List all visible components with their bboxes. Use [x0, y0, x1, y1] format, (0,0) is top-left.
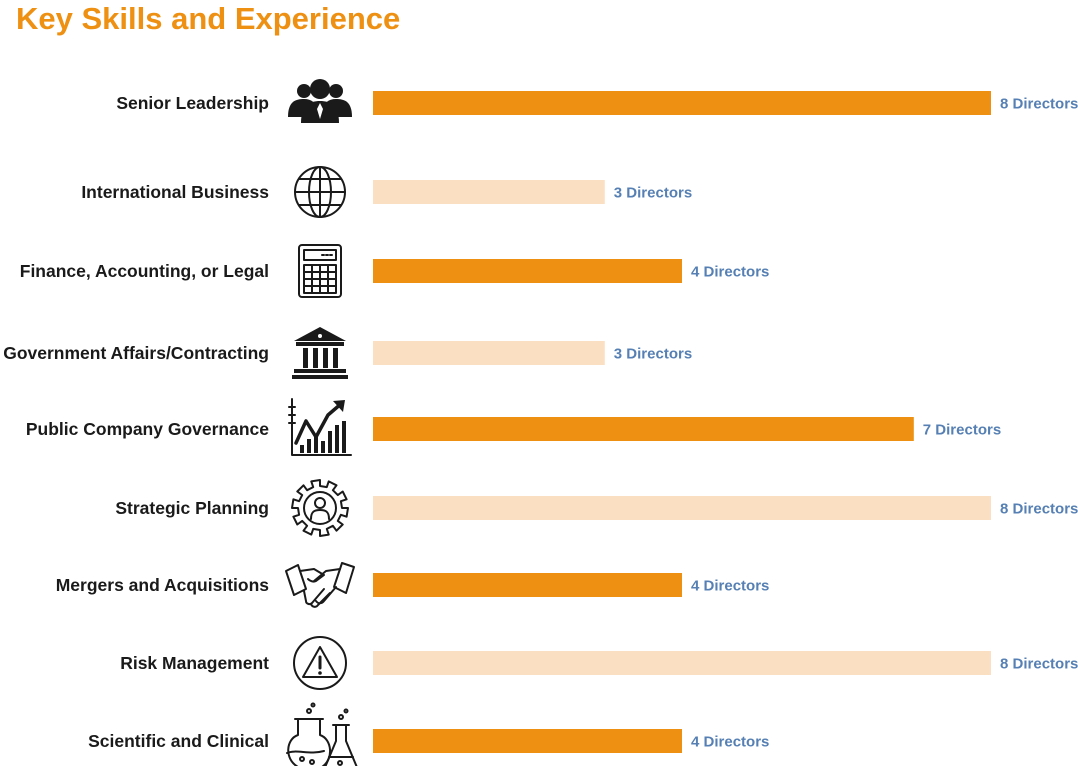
growth-chart-icon: [288, 398, 352, 456]
bar-1: [373, 91, 991, 115]
value-label: 4 Directors: [691, 578, 769, 595]
category-label: Scientific and Clinical: [88, 731, 269, 751]
category-label: Risk Management: [120, 653, 269, 673]
bar-4: [373, 341, 605, 365]
handshake-icon: [285, 562, 355, 608]
value-label: 8 Directors: [1000, 96, 1078, 113]
category-label: International Business: [81, 182, 269, 202]
value-label: 3 Directors: [614, 346, 692, 363]
category-label: Public Company Governance: [26, 419, 269, 439]
value-label: 3 Directors: [614, 185, 692, 202]
people-icon: [288, 79, 352, 123]
bar-6: [373, 496, 991, 520]
category-label: Senior Leadership: [116, 93, 269, 113]
value-label: 8 Directors: [1000, 501, 1078, 518]
category-label: Mergers and Acquisitions: [56, 575, 270, 595]
government-building-icon: [292, 327, 348, 379]
category-label: Finance, Accounting, or Legal: [20, 261, 269, 281]
calculator-icon: [298, 244, 342, 298]
value-label: 7 Directors: [923, 422, 1001, 439]
bar-5: [373, 417, 914, 441]
category-label: Government Affairs/Contracting: [3, 343, 269, 363]
bar-9: [373, 729, 682, 753]
bar-layer: [373, 91, 991, 753]
category-label-layer: Senior Leadership International Business F…: [3, 93, 269, 751]
bar-7: [373, 573, 682, 597]
category-label: Strategic Planning: [115, 498, 269, 518]
value-label: 8 Directors: [1000, 656, 1078, 673]
warning-icon: [293, 636, 347, 690]
icon-layer: [285, 79, 358, 766]
gear-person-icon: [291, 479, 349, 537]
chart-title: Key Skills and Experience: [16, 1, 401, 36]
bar-8: [373, 651, 991, 675]
bar-2: [373, 180, 605, 204]
value-label: 4 Directors: [691, 264, 769, 281]
value-label-layer: 8 Directors 3 Directors 4 Directors 3 Direc…: [614, 96, 1078, 751]
bar-3: [373, 259, 682, 283]
lab-flasks-icon: [286, 702, 358, 766]
value-label: 4 Directors: [691, 734, 769, 751]
globe-icon: [294, 166, 346, 218]
